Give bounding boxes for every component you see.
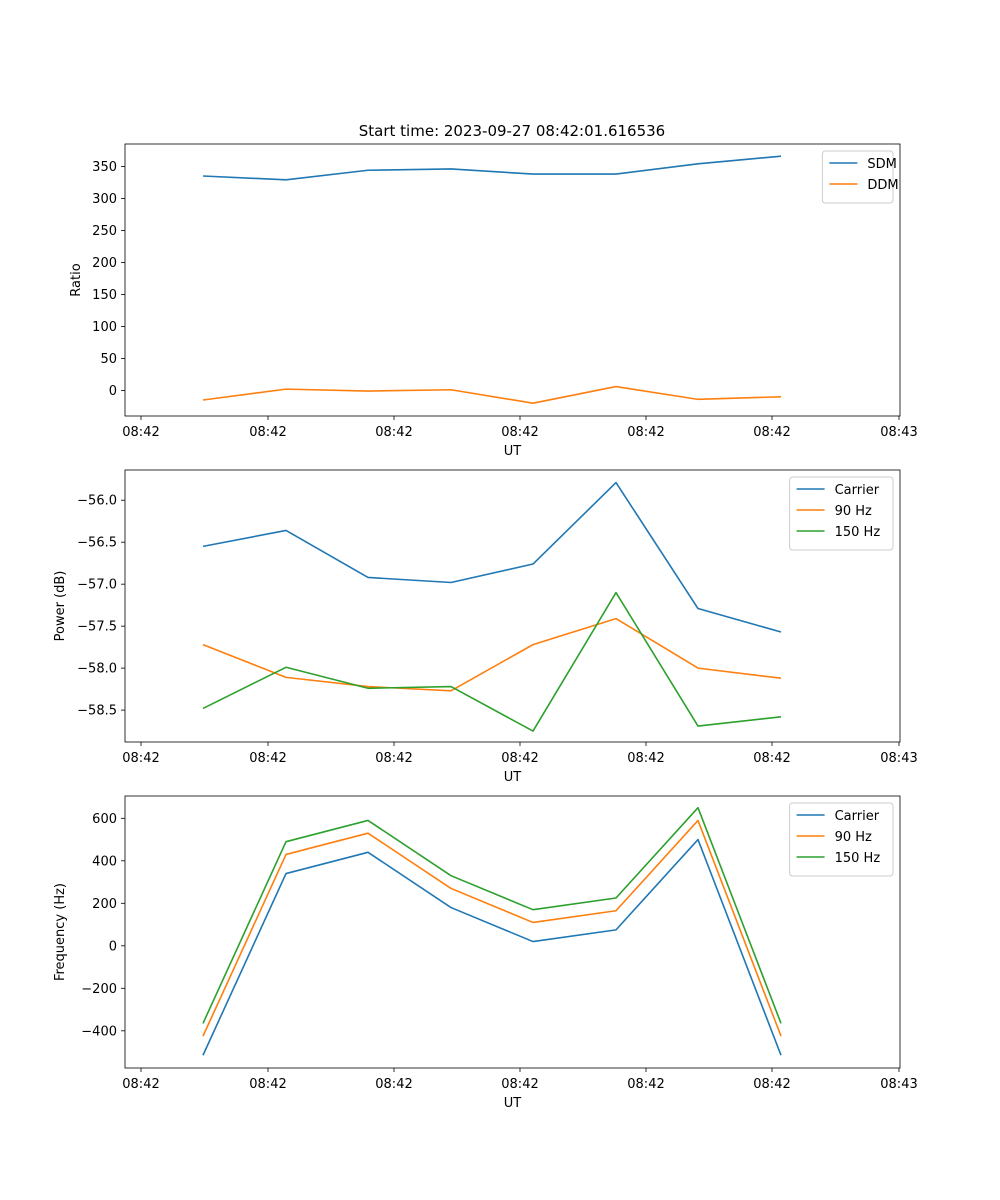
x-tick-label: 08:42 [122, 425, 159, 440]
panel-3: −400 −200 0 200 400 600 08:42 08:42 08:42 08:42 08… [53, 795, 918, 1111]
x-axis-label: UT [504, 770, 522, 785]
series-line-carrier [202, 838, 782, 1056]
x-tick-label: 08:42 [627, 751, 664, 766]
x-tick-label: 08:42 [501, 1077, 538, 1092]
y-tick-label: 200 [92, 897, 117, 912]
legend-label-90-hz: 90 Hz [835, 504, 872, 519]
y-tick-label: 100 [92, 320, 117, 335]
x-axis-label: UT [504, 1096, 522, 1111]
y-axis-label: Ratio [69, 263, 84, 296]
y-tick-label: 250 [92, 224, 117, 239]
x-tick-label: 08:42 [753, 425, 790, 440]
x-tick-label: 08:42 [501, 425, 538, 440]
x-tick-label: 08:42 [249, 751, 286, 766]
panel-2: −58.5 −58.0 −57.5 −57.0 −56.5 −56.0 08:42 08:42… [53, 469, 918, 785]
axes-frame [124, 469, 901, 743]
x-tick-label: 08:42 [375, 425, 412, 440]
x-tick-label: 08:43 [880, 425, 917, 440]
y-tick-label: 600 [92, 812, 117, 827]
y-tick-label: −56.0 [77, 494, 117, 509]
y-tick-label: −58.0 [77, 662, 117, 677]
x-tick-label: 08:42 [249, 425, 286, 440]
y-tick-label: −56.5 [77, 536, 117, 551]
y-tick-label: −200 [81, 982, 117, 997]
y-tick-label: 50 [100, 352, 117, 367]
series-line-carrier [202, 481, 782, 633]
axes-frame [124, 795, 901, 1069]
x-tick-label: 08:42 [501, 751, 538, 766]
x-tick-label: 08:42 [627, 425, 664, 440]
y-tick-label: 0 [109, 939, 117, 954]
axes-frame [124, 143, 901, 417]
legend-box [821, 150, 894, 204]
y-tick-label: 300 [92, 192, 117, 207]
y-tick-label: −400 [81, 1024, 117, 1039]
x-tick-label: 08:42 [122, 1077, 159, 1092]
y-axis-label: Power (dB) [53, 571, 68, 642]
legend-label-150-hz: 150 Hz [835, 851, 881, 866]
series-line-90-hz [202, 617, 782, 692]
panel-1: 0 50 100 150 200 250 300 350 08:42 08:42 08:42 08:4… [69, 143, 918, 459]
series-line-sdm [202, 155, 782, 181]
legend-label-90-hz: 90 Hz [835, 830, 872, 845]
y-tick-label: 200 [92, 256, 117, 271]
legend-label-ddm: DDM [867, 178, 898, 193]
y-tick-label: 0 [109, 384, 117, 399]
y-tick-label: 150 [92, 288, 117, 303]
y-tick-label: −57.5 [77, 620, 117, 635]
x-tick-label: 08:42 [753, 751, 790, 766]
legend-label-150-hz: 150 Hz [835, 525, 881, 540]
legend-label-carrier: Carrier [835, 483, 880, 498]
x-tick-label: 08:42 [375, 1077, 412, 1092]
series-line-150-hz [202, 591, 782, 732]
legend-label-sdm: SDM [867, 157, 896, 172]
y-tick-label: 350 [92, 160, 117, 175]
x-tick-label: 08:42 [627, 1077, 664, 1092]
series-line-ddm [202, 385, 782, 405]
x-tick-label: 08:42 [375, 751, 412, 766]
x-tick-label: 08:42 [122, 751, 159, 766]
series-line-90-hz [202, 819, 782, 1037]
panels: 0 50 100 150 200 250 300 350 08:42 08:42 08:42 08:4… [53, 143, 918, 1111]
y-axis-label: Frequency (Hz) [53, 883, 68, 981]
y-tick-label: −58.5 [77, 704, 117, 719]
figure-title: Start time: 2023-09-27 08:42:01.616536 [359, 122, 665, 140]
y-tick-label: −57.0 [77, 578, 117, 593]
series-line-150-hz [202, 806, 782, 1024]
x-tick-label: 08:42 [249, 1077, 286, 1092]
x-tick-label: 08:43 [880, 751, 917, 766]
y-tick-label: 400 [92, 854, 117, 869]
x-tick-label: 08:42 [753, 1077, 790, 1092]
x-axis-label: UT [504, 444, 522, 459]
x-tick-label: 08:43 [880, 1077, 917, 1092]
legend-label-carrier: Carrier [835, 809, 880, 824]
